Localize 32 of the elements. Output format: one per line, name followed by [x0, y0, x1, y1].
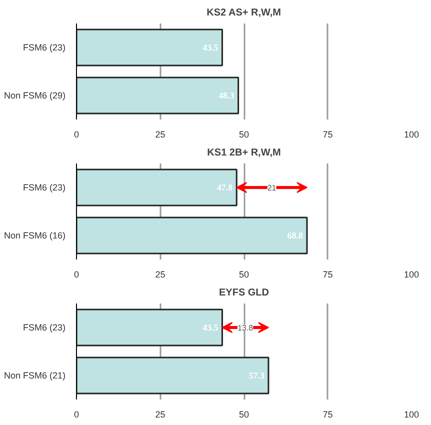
data-label: 47.8 [216, 182, 234, 192]
x-tick-label: 25 [155, 130, 166, 140]
y-tick-label: FSM6 (23) [22, 322, 66, 332]
y-tick-label: Non FSM6 (21) [4, 370, 66, 380]
data-label: 43.5 [202, 42, 219, 52]
y-tick-label: FSM6 (23) [22, 42, 66, 52]
x-tick-label: 50 [238, 410, 250, 420]
x-tick-label: 100 [404, 270, 420, 280]
data-label: 43.5 [202, 322, 219, 332]
data-label: 48.3 [218, 90, 235, 100]
data-label: 68.8 [287, 230, 304, 240]
x-tick-label: 100 [404, 410, 420, 420]
x-tick-label: 75 [322, 410, 333, 420]
x-tick-label: 0 [74, 130, 80, 140]
chart-title: KS2 AS+ R,W,M [206, 8, 282, 18]
y-tick-label: Non FSM6 (29) [4, 90, 66, 100]
x-tick-label: 50 [238, 130, 250, 140]
x-tick-label: 0 [74, 410, 80, 420]
x-tick-label: 50 [238, 270, 250, 280]
y-tick-label: Non FSM6 (16) [4, 230, 66, 240]
annotation: 13.8 [238, 324, 254, 332]
x-tick-label: 25 [155, 410, 166, 420]
chart-title: EYFS GLD [219, 288, 270, 298]
x-tick-label: 75 [322, 270, 333, 280]
x-tick-label: 100 [404, 130, 420, 140]
x-tick-label: 25 [155, 270, 166, 280]
x-tick-label: 75 [322, 130, 333, 140]
data-label: 57.3 [248, 370, 265, 380]
chart-title: KS1 2B+ R,W,M [207, 148, 281, 158]
annotation: 21 [267, 184, 277, 192]
x-tick-label: 0 [74, 270, 80, 280]
y-tick-label: FSM6 (23) [22, 182, 66, 192]
